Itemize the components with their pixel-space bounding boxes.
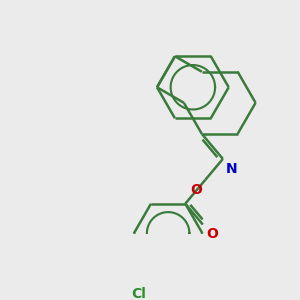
Text: Cl: Cl (131, 286, 146, 300)
Text: O: O (190, 183, 202, 197)
Text: N: N (226, 162, 238, 176)
Text: O: O (207, 227, 219, 241)
